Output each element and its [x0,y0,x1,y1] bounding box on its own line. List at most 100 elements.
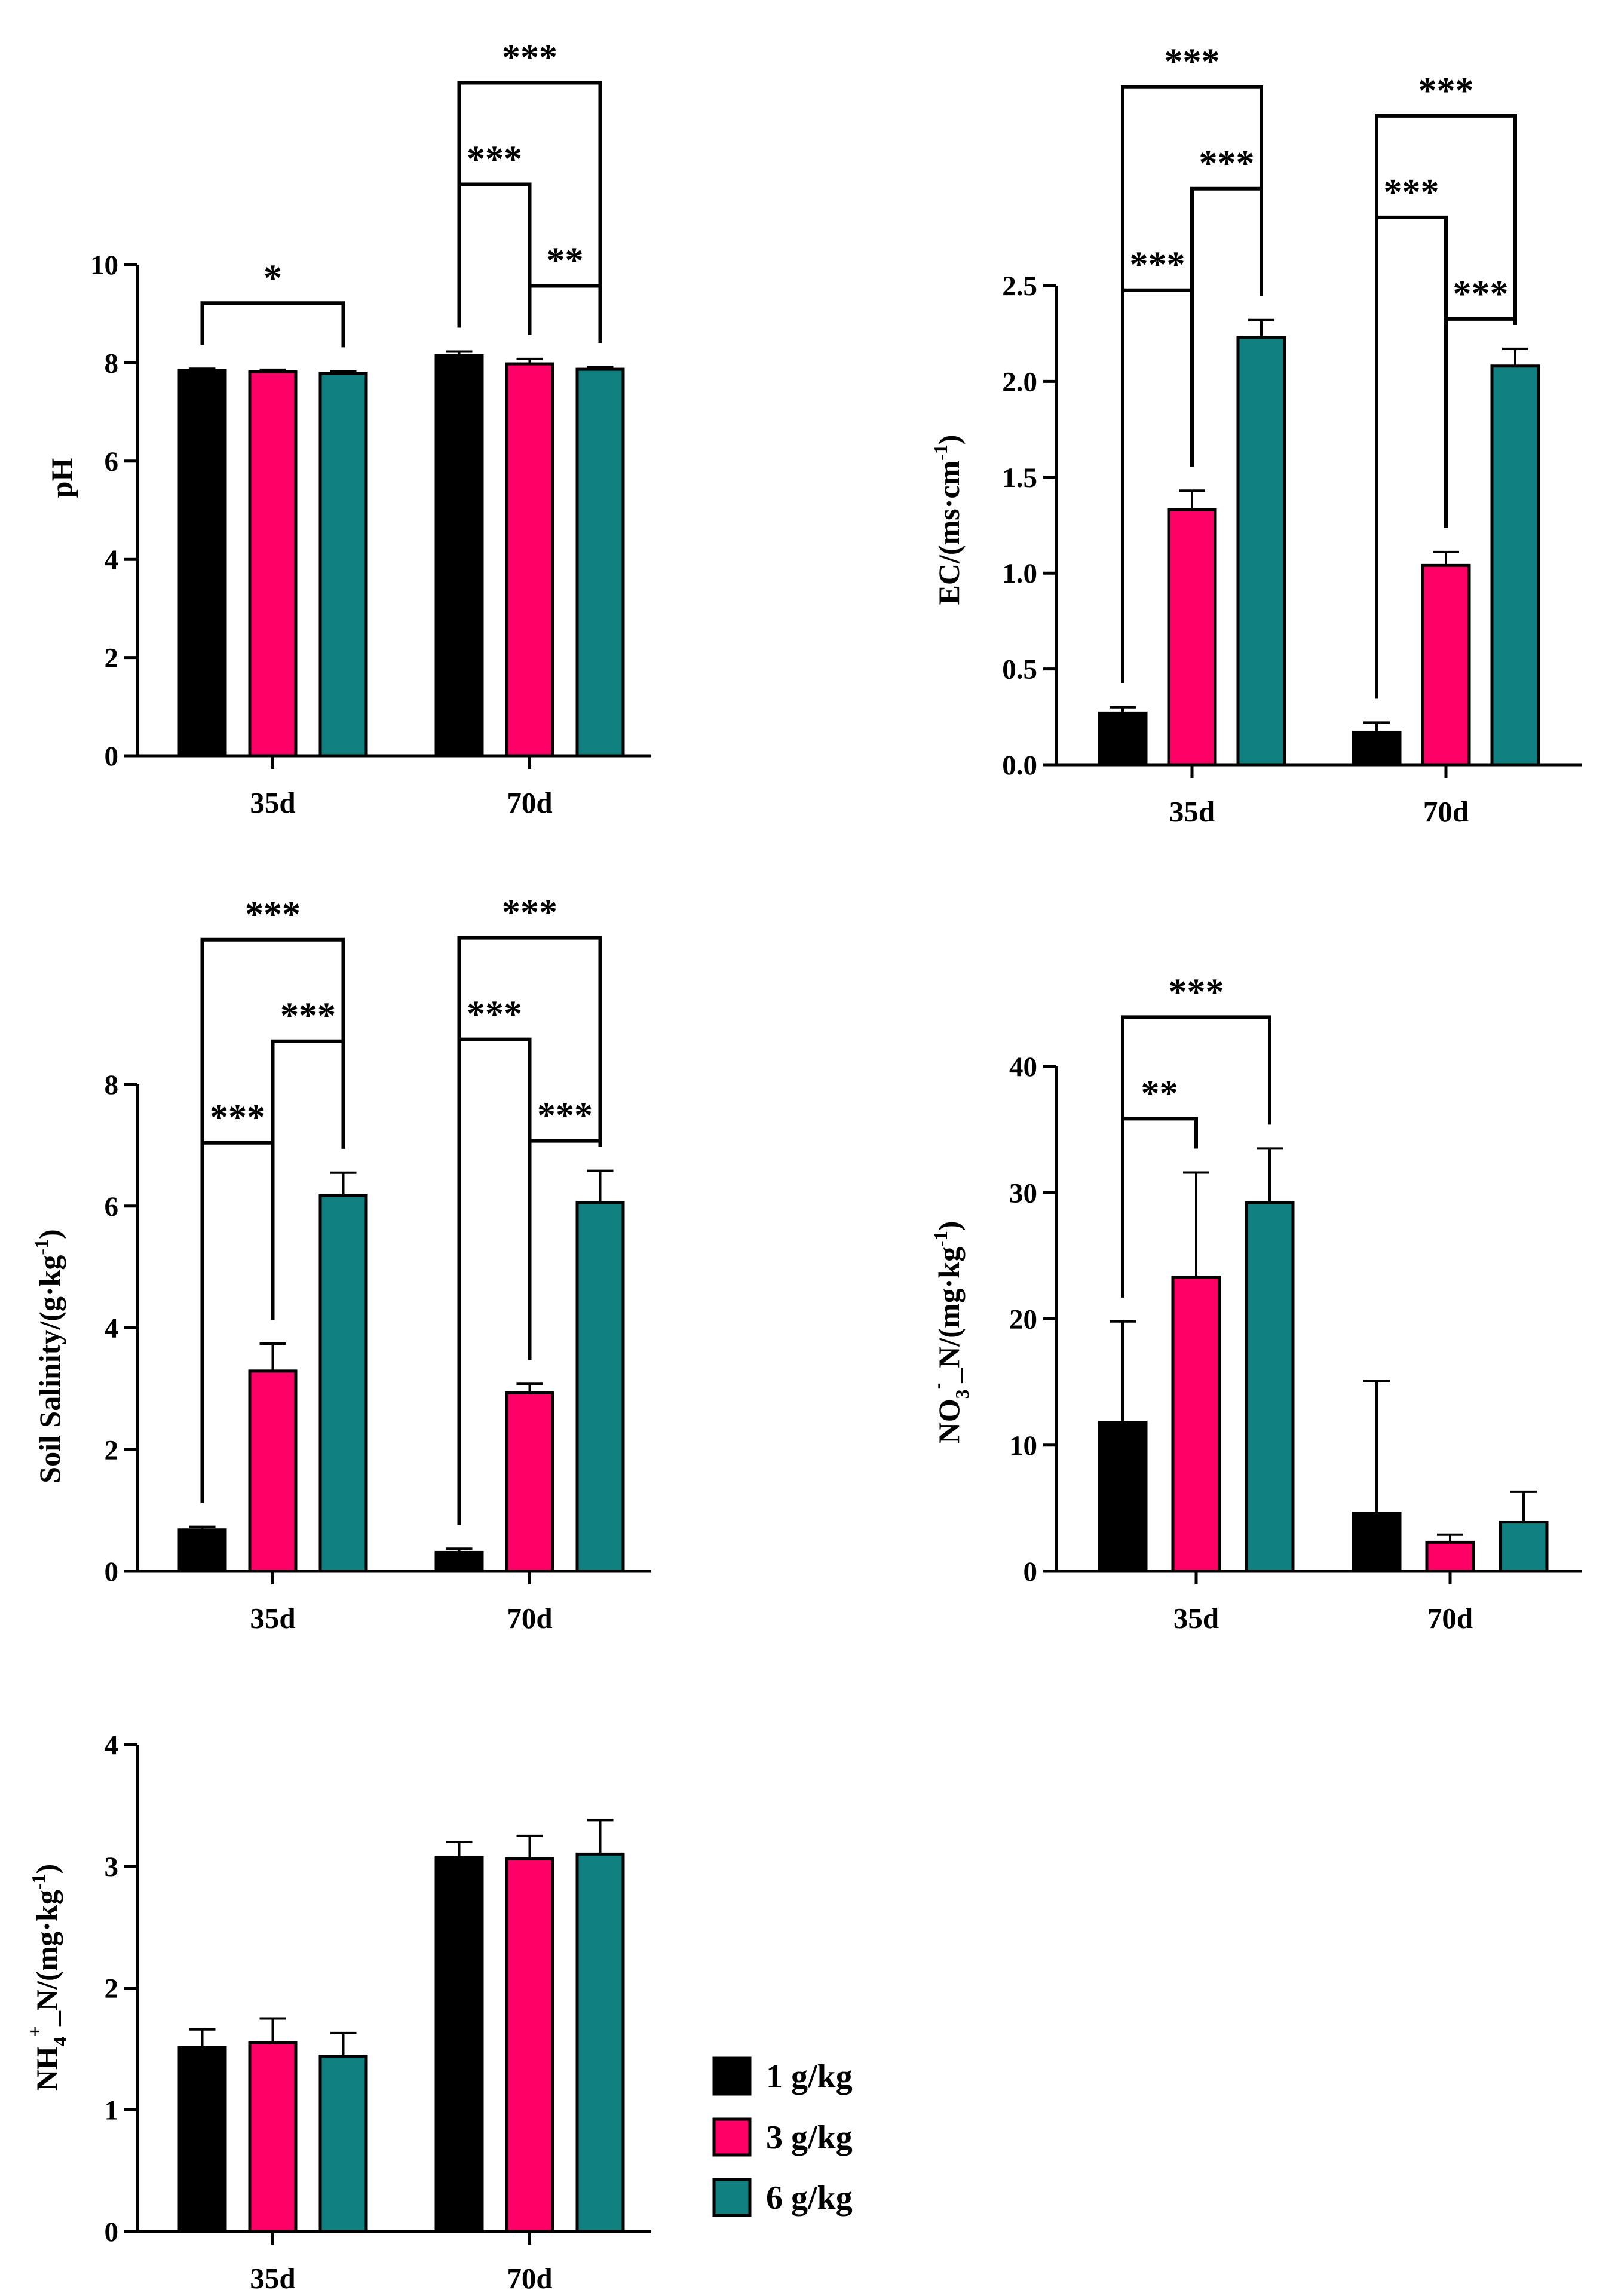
salinity-significance-label: *** [280,996,336,1037]
salinity-bar-70d-3gkg [505,1391,554,1573]
no3-significance-label: ** [1141,1073,1178,1114]
ec-bar-70d-1gkg [1352,730,1402,767]
salinity-y-title-main: Soil Salinity/(g·kg [33,1255,66,1483]
ph-bar-70d-6gkg [575,367,625,758]
chart-salinity: 0 2 4 6 8 35d 70d *** *** *** *** *** *** [105,893,651,1635]
nh4-bar-35d-6gkg [318,2055,368,2233]
legend-swatch-1 [712,2056,752,2096]
nh4-bar-70d-1gkg [434,1856,484,2233]
salinity-significance-label: *** [245,894,301,935]
ec-significance-label: *** [1199,143,1255,184]
ec-y-title-sup: -1 [930,445,951,461]
ec-bar-35d-1gkg [1098,711,1148,767]
no3-y-tick-label: 10 [1009,1430,1037,1461]
nh4-y-title-b: _N/(mg·kg [30,1890,63,2027]
nh4-y-tick-label: 3 [105,1851,119,1883]
salinity-y-tick-label: 2 [105,1434,119,1466]
salinity-x-label-70d: 70d [507,1602,552,1635]
no3-significance-bracket [1121,1117,1198,1298]
ph-bar-70d-1gkg [434,354,484,758]
salinity-y-tick-label: 0 [105,1556,119,1587]
no3-y-title-sub: 3 [951,1389,973,1399]
ec-y-tick-label: 2.0 [1002,366,1037,397]
ec-bar-70d-6gkg [1490,364,1540,767]
no3-significance-label: *** [1169,971,1224,1012]
ph-x-label-35d: 35d [250,786,295,819]
nh4-y-tick-label: 0 [105,2217,119,2248]
ec-significance-label: *** [1130,245,1185,286]
no3-bar-70d-3gkg [1425,1540,1475,1573]
ph-x-label-70d: 70d [507,786,552,819]
ec-y-title: EC/(ms·cm-1) [930,435,966,605]
no3-significance-bracket [1121,1015,1271,1298]
no3-y-tick-label: 0 [1024,1556,1038,1587]
salinity-y-tick-label: 6 [105,1191,119,1222]
ph-significance-label: *** [467,139,522,179]
nh4-y-tick-label: 2 [105,1973,119,2004]
no3-y-tick-label: 30 [1009,1178,1037,1209]
legend: 1 g/kg 3 g/kg 6 g/kg [712,2056,853,2217]
ph-significance-label: *** [502,37,557,78]
salinity-bar-35d-1gkg [177,1528,227,1573]
no3-y-title-b: _N/(mg·kg [932,1247,966,1384]
salinity-significance-label: *** [210,1098,265,1138]
ph-y-tick-label: 4 [105,544,119,575]
salinity-significance-label: *** [537,1096,593,1136]
nh4-y-title-sup: + [24,2026,45,2037]
chart-nh4: 0 1 2 3 4 35d 70d [105,1730,651,2295]
salinity-x-label-35d: 35d [250,1602,295,1635]
legend-label-1: 1 g/kg [766,2058,853,2095]
ec-x-label-70d: 70d [1423,795,1469,828]
ph-bar-35d-6gkg [318,372,368,758]
no3-bar-70d-6gkg [1499,1521,1549,1573]
no3-y-title: NO3-_N/(mg·kg-1) [926,1221,973,1444]
nh4-bar-70d-3gkg [505,1857,554,2233]
nh4-y-title-a: NH [30,2046,63,2091]
salinity-bar-35d-3gkg [248,1369,298,1573]
legend-label-6: 6 g/kg [766,2179,853,2217]
ph-bar-35d-1gkg [177,369,227,758]
nh4-y-title: NH4 +_N/(mg·kg-1) [24,1864,71,2091]
ph-significance-label: * [263,258,282,298]
no3-x-label-35d: 35d [1173,1602,1219,1635]
ec-y-tick-label: 0.0 [1002,750,1037,781]
ph-bar-70d-3gkg [505,362,554,758]
ec-y-tick-label: 1.5 [1002,462,1037,493]
nh4-x-label-35d: 35d [250,2262,295,2295]
salinity-significance-label: *** [502,893,557,933]
salinity-bar-35d-6gkg [318,1194,368,1573]
nh4-x-label-70d: 70d [507,2262,552,2295]
nh4-bar-35d-1gkg [177,2046,227,2233]
ph-significance-label: ** [547,240,584,281]
ec-significance-bracket [1375,114,1517,699]
salinity-y-title-sup: -1 [30,1239,52,1255]
ec-bar-70d-3gkg [1421,563,1471,767]
no3-y-title-a: NO [932,1399,966,1443]
nh4-y-title-sub: 4 [49,2037,71,2046]
no3-bar-35d-6gkg [1245,1201,1295,1573]
no3-y-title-sup: - [926,1383,948,1390]
no3-bar-70d-1gkg [1352,1512,1402,1573]
ec-significance-label: *** [1165,42,1220,82]
ph-y-tick-label: 8 [105,348,119,379]
nh4-y-title-close: ) [30,1864,63,1874]
no3-y-title-close: ) [932,1221,966,1231]
salinity-bar-70d-6gkg [575,1201,625,1573]
nh4-bar-35d-3gkg [248,2041,298,2233]
chart-ec: 0.0 0.5 1.0 1.5 2.0 2.5 35d 70d *** *** *** *** *** *… [1002,42,1582,828]
ph-y-tick-label: 10 [90,250,118,281]
ec-y-tick-label: 1.0 [1002,558,1037,589]
ec-significance-bracket [1121,85,1263,683]
ec-y-tick-label: 2.5 [1002,271,1037,302]
ph-y-tick-label: 2 [105,643,119,674]
ph-significance-bracket [457,182,532,335]
nh4-y-tick-label: 1 [105,2095,119,2126]
ec-y-tick-label: 0.5 [1002,654,1037,685]
ec-bar-35d-3gkg [1167,508,1217,767]
no3-x-label-70d: 70d [1427,1602,1473,1635]
ph-significance-bracket [457,81,602,343]
no3-bar-35d-1gkg [1098,1421,1148,1573]
ph-bar-35d-3gkg [248,370,298,758]
